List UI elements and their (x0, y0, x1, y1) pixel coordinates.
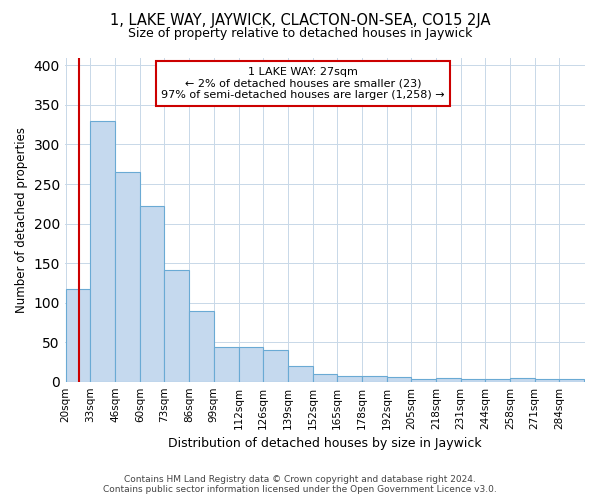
Bar (288, 366, 313, 382)
Bar (411, 378, 436, 382)
Y-axis label: Number of detached properties: Number of detached properties (15, 126, 28, 312)
Bar (559, 380, 584, 382)
Bar (263, 350, 288, 382)
Text: Contains HM Land Registry data © Crown copyright and database right 2024.
Contai: Contains HM Land Registry data © Crown c… (103, 474, 497, 494)
Bar (164, 270, 189, 382)
Bar (337, 376, 362, 382)
Bar (362, 376, 386, 382)
Bar (313, 374, 337, 382)
Text: Size of property relative to detached houses in Jaywick: Size of property relative to detached ho… (128, 28, 472, 40)
Bar (485, 378, 510, 382)
Bar (189, 310, 214, 382)
Bar (115, 172, 140, 382)
Bar (510, 378, 535, 382)
Bar (66, 289, 91, 382)
Bar (214, 347, 239, 382)
X-axis label: Distribution of detached houses by size in Jaywick: Distribution of detached houses by size … (168, 437, 482, 450)
Bar (386, 377, 411, 382)
Bar (461, 378, 485, 382)
Bar (535, 378, 559, 382)
Text: 1 LAKE WAY: 27sqm
← 2% of detached houses are smaller (23)
97% of semi-detached : 1 LAKE WAY: 27sqm ← 2% of detached house… (161, 67, 445, 100)
Bar (436, 378, 461, 382)
Bar (140, 206, 164, 382)
Text: 1, LAKE WAY, JAYWICK, CLACTON-ON-SEA, CO15 2JA: 1, LAKE WAY, JAYWICK, CLACTON-ON-SEA, CO… (110, 12, 490, 28)
Bar (91, 121, 115, 382)
Bar (239, 347, 263, 382)
